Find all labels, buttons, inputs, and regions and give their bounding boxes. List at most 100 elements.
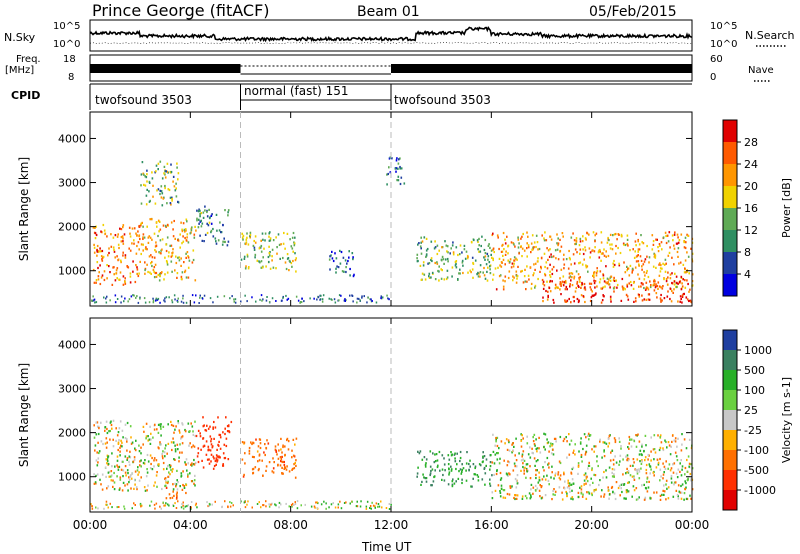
velocity-panel-echo-cell <box>194 434 197 438</box>
power-panel-echo-cell <box>278 243 281 246</box>
power-panel-echo-cell <box>584 288 587 291</box>
power-panel-echo-cell <box>637 250 639 253</box>
velocity-panel-echo-cell <box>511 451 513 454</box>
velocity-panel-echo-cell <box>145 422 148 425</box>
time-tick-label: 00:00 <box>675 518 710 532</box>
velocity-panel-echo-cell <box>126 421 129 425</box>
power-panel-echo-cell <box>441 246 443 249</box>
power-panel-echo-cell <box>309 297 311 300</box>
velocity-panel-echo-cell <box>160 427 162 430</box>
power-panel-echo-cell <box>144 184 147 187</box>
power-panel-echo-cell <box>335 257 338 260</box>
velocity-panel-echo-cell <box>288 470 291 473</box>
power-panel-echo-cell <box>361 296 363 299</box>
power-panel-echo-cell <box>477 240 479 243</box>
velocity-panel-echo-cell <box>532 486 535 489</box>
velocity-panel-echo-cell <box>104 429 106 432</box>
power-panel-echo-cell <box>573 300 575 303</box>
velocity-panel-echo-cell <box>90 503 92 506</box>
power-panel-echo-cell <box>613 279 616 282</box>
velocity-panel-echo-cell <box>553 488 555 491</box>
velocity-panel-echo-cell <box>192 444 194 447</box>
power-panel-echo-cell <box>164 297 166 300</box>
power-panel-echo-cell <box>132 294 134 297</box>
velocity-panel-echo-cell <box>98 451 100 455</box>
velocity-panel-echo-cell <box>207 448 210 451</box>
velocity-panel-echo-cell <box>584 453 587 456</box>
velocity-panel-echo-cell <box>222 452 225 455</box>
velocity-panel-echo-cell <box>258 459 261 462</box>
power-panel-echo-cell <box>99 282 102 286</box>
power-panel-echo-cell <box>686 279 688 282</box>
velocity-panel-echo-cell <box>563 437 566 440</box>
power-panel-echo-cell <box>477 248 479 251</box>
velocity-panel-echo-cell <box>196 455 199 458</box>
power-panel-echo-cell <box>161 248 163 251</box>
power-panel-echo-cell <box>242 234 245 237</box>
power-panel-echo-cell <box>670 300 673 303</box>
velocity-panel-echo-cell <box>670 445 672 448</box>
velocity-panel-echo-cell <box>116 459 119 462</box>
power-panel-echo-cell <box>403 182 406 185</box>
power-panel-echo-cell <box>544 274 547 277</box>
velocity-panel-echo-cell <box>541 478 544 481</box>
velocity-panel-echo-cell <box>111 506 113 509</box>
velocity-panel-echo-cell <box>149 442 152 445</box>
power-panel-echo-cell <box>178 259 181 262</box>
velocity-panel-echo-cell <box>533 443 536 446</box>
power-panel-echo-cell <box>144 268 146 272</box>
power-panel-echo-cell <box>158 220 161 223</box>
velocity-panel-echo-cell <box>621 483 624 486</box>
power-panel-echo-cell <box>628 274 631 277</box>
velocity-panel-echo-cell <box>212 426 214 429</box>
velocity-panel-echo-cell <box>628 442 630 445</box>
power-panel-echo-cell <box>171 197 173 201</box>
power-panel-echo-cell <box>513 259 516 262</box>
velocity-panel-echo-cell <box>611 475 614 478</box>
velocity-panel-echo-cell <box>189 430 191 433</box>
velocity-panel-echo-cell <box>134 483 136 486</box>
power-panel-echo-cell <box>516 258 518 261</box>
power-panel-echo-cell <box>543 239 546 242</box>
power-panel-echo-cell <box>652 265 655 268</box>
velocity-panel-echo-cell <box>432 480 435 483</box>
power-panel-echo-cell <box>504 280 506 283</box>
velocity-panel-echo-cell <box>559 474 562 477</box>
power-panel-echo-cell <box>479 250 482 253</box>
power-panel-echo-cell <box>515 270 518 273</box>
power-panel-echo-cell <box>471 256 474 259</box>
velocity-panel-echo-cell <box>589 484 591 487</box>
velocity-panel-echo-cell <box>126 449 128 452</box>
power-panel-echo-cell <box>647 293 650 296</box>
power-panel-echo-cell <box>675 275 678 278</box>
velocity-panel-echo-cell <box>232 504 234 507</box>
velocity-panel-echo-cell <box>550 442 552 445</box>
power-panel-echo-cell <box>629 249 631 252</box>
velocity-panel-echo-cell <box>453 482 456 485</box>
velocity-panel-echo-cell <box>586 475 588 478</box>
time-tick-label: 00:00 <box>73 518 108 532</box>
freq-label-1: Freq. <box>16 54 41 65</box>
power-panel-echo-cell <box>164 170 166 173</box>
power-panel-echo-cell <box>170 255 173 258</box>
power-panel-echo-cell <box>391 157 393 160</box>
power-panel-echo-cell <box>209 297 212 300</box>
velocity-panel-echo-cell <box>521 455 523 458</box>
velocity-panel-echo-cell <box>607 437 610 440</box>
velocity-panel-echo-cell <box>498 447 500 450</box>
velocity-panel-echo-cell <box>615 481 618 484</box>
power-panel-echo-cell <box>164 300 166 303</box>
power-panel-echo-cell <box>139 297 141 300</box>
velocity-panel-echo-cell <box>310 505 313 508</box>
velocity-panel-echo-cell <box>283 460 285 464</box>
velocity-colorbar-tick-label: -1000 <box>744 484 776 497</box>
power-panel-echo-cell <box>96 249 98 252</box>
power-panel-echo-cell <box>561 232 564 235</box>
velocity-panel-echo-cell <box>657 461 660 464</box>
power-panel-echo-cell <box>145 246 147 249</box>
power-panel-echo-cell <box>450 247 452 250</box>
velocity-panel-echo-cell <box>170 441 173 444</box>
velocity-panel-echo-cell <box>146 471 149 474</box>
velocity-panel-echo-cell <box>580 437 582 440</box>
power-panel-echo-cell <box>285 267 288 271</box>
